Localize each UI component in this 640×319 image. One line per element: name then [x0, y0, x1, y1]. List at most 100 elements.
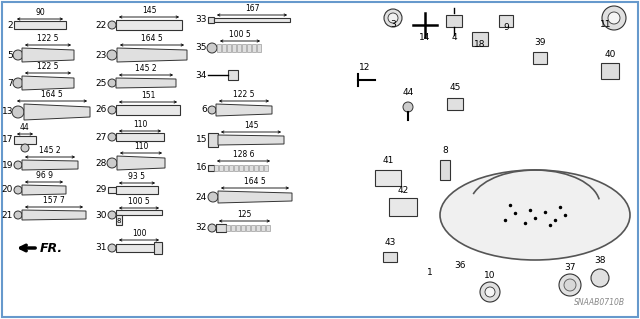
Bar [116, 244, 162, 252]
Bar [252, 44, 256, 52]
Polygon shape [22, 76, 74, 90]
Text: 100: 100 [132, 229, 147, 238]
Text: 122 5: 122 5 [37, 34, 59, 43]
Bar [116, 133, 164, 141]
Text: 31: 31 [95, 243, 107, 253]
Bar [116, 186, 158, 194]
Text: 18: 18 [474, 40, 486, 49]
Polygon shape [218, 191, 292, 203]
Bar [222, 44, 226, 52]
Text: 7: 7 [7, 78, 13, 87]
Bar [219, 165, 223, 171]
Polygon shape [116, 78, 176, 88]
Text: 3: 3 [390, 20, 396, 29]
Text: 145 2: 145 2 [39, 146, 61, 155]
Circle shape [107, 158, 117, 168]
Bar [154, 242, 162, 254]
Text: 110: 110 [134, 142, 148, 151]
Text: 38: 38 [595, 256, 605, 265]
Polygon shape [22, 160, 78, 170]
Text: 151: 151 [141, 91, 155, 100]
Bar [264, 165, 268, 171]
Text: 12: 12 [359, 63, 371, 72]
Bar [226, 225, 230, 231]
Bar [14, 21, 66, 29]
Polygon shape [117, 156, 165, 170]
Bar [116, 105, 180, 115]
Bar [214, 165, 218, 171]
Text: FR.: FR. [40, 242, 63, 256]
Circle shape [13, 50, 23, 60]
Circle shape [14, 211, 22, 219]
Text: 5: 5 [7, 50, 13, 60]
Text: 110: 110 [133, 120, 147, 129]
Text: 11: 11 [600, 20, 612, 29]
Bar [116, 20, 182, 30]
Bar [237, 44, 241, 52]
Text: 33: 33 [195, 16, 207, 25]
Text: 4: 4 [451, 33, 457, 42]
Text: 20: 20 [2, 186, 13, 195]
Text: 157 7: 157 7 [43, 196, 65, 205]
Text: 9: 9 [503, 23, 509, 32]
Text: 17: 17 [1, 136, 13, 145]
Text: 13: 13 [1, 108, 13, 116]
Bar [246, 225, 250, 231]
Text: 122 5: 122 5 [37, 62, 59, 71]
Circle shape [403, 102, 413, 112]
Text: 32: 32 [196, 224, 207, 233]
Bar [244, 165, 248, 171]
Text: 28: 28 [95, 159, 107, 167]
Circle shape [13, 78, 23, 88]
Circle shape [384, 9, 402, 27]
Text: 8: 8 [116, 218, 121, 224]
Circle shape [108, 21, 116, 29]
Text: 1: 1 [427, 268, 433, 277]
Bar [116, 215, 122, 225]
Circle shape [107, 50, 117, 60]
Circle shape [108, 133, 116, 141]
Text: 100 5: 100 5 [229, 30, 251, 39]
Text: 164 5: 164 5 [141, 34, 163, 43]
Text: 93 5: 93 5 [129, 172, 145, 181]
Circle shape [14, 161, 22, 169]
Bar [601, 63, 619, 79]
Text: 44: 44 [403, 88, 413, 97]
Text: 16: 16 [195, 164, 207, 173]
Text: 14: 14 [419, 33, 431, 42]
Circle shape [108, 244, 116, 252]
Text: 37: 37 [564, 263, 576, 272]
Text: 145: 145 [141, 6, 156, 15]
Text: 27: 27 [95, 132, 107, 142]
Polygon shape [24, 104, 90, 120]
Text: 96 9: 96 9 [35, 171, 52, 180]
Bar [242, 44, 246, 52]
Text: 122 5: 122 5 [233, 90, 255, 99]
Bar [383, 252, 397, 262]
Bar [259, 165, 263, 171]
Text: 145: 145 [244, 121, 259, 130]
Text: 90: 90 [35, 8, 45, 17]
Ellipse shape [440, 170, 630, 260]
Text: 41: 41 [382, 156, 394, 165]
Bar [229, 165, 233, 171]
Text: SNAAB0710B: SNAAB0710B [575, 298, 625, 307]
Circle shape [564, 279, 576, 291]
Text: 36: 36 [454, 261, 466, 270]
Bar [533, 52, 547, 64]
Bar [247, 44, 251, 52]
Text: 42: 42 [397, 186, 408, 195]
Bar [499, 15, 513, 27]
Bar [447, 98, 463, 110]
Polygon shape [218, 135, 284, 145]
Circle shape [591, 269, 609, 287]
Circle shape [207, 43, 217, 53]
Circle shape [208, 106, 216, 114]
Bar [208, 165, 214, 171]
Polygon shape [22, 210, 86, 220]
Text: 10: 10 [484, 271, 496, 280]
Bar [261, 225, 265, 231]
Bar [236, 225, 240, 231]
Circle shape [208, 192, 218, 202]
Bar [375, 170, 401, 186]
